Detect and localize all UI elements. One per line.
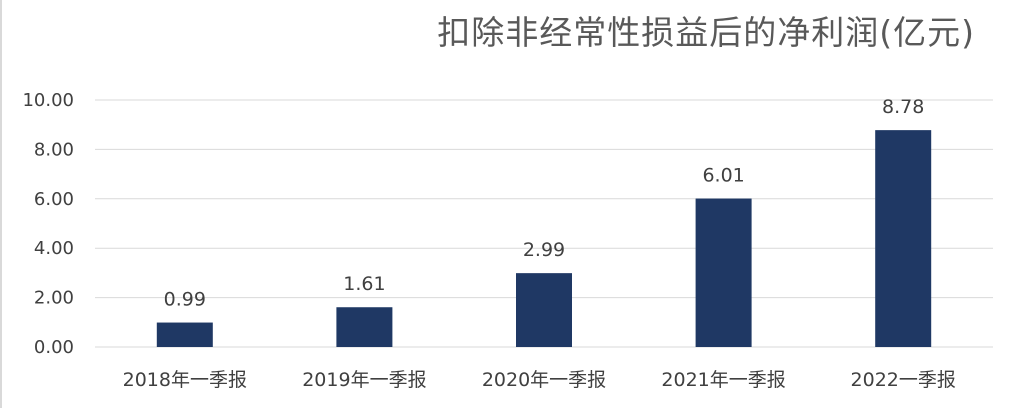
bar (516, 273, 572, 347)
data-label: 0.99 (164, 289, 206, 311)
x-tick-label: 2021年一季报 (661, 369, 785, 391)
x-tick-label: 2019年一季报 (302, 369, 426, 391)
chart-title: 扣除非经常性损益后的净利润(亿元) (437, 13, 975, 52)
data-label: 6.01 (702, 165, 744, 187)
bar (875, 130, 932, 347)
y-tick-label: 2.00 (34, 288, 74, 309)
data-label: 8.78 (882, 96, 924, 118)
x-tick-label: 2020年一季报 (482, 369, 606, 391)
y-tick-label: 6.00 (34, 189, 74, 210)
x-tick-label: 2018年一季报 (123, 369, 247, 391)
x-tick-label: 2022一季报 (851, 369, 956, 391)
left-border (0, 0, 2, 408)
y-tick-label: 8.00 (34, 139, 74, 160)
data-label: 1.61 (343, 273, 385, 295)
y-tick-label: 4.00 (34, 238, 74, 259)
bar (156, 322, 213, 347)
bar (695, 198, 752, 347)
data-label: 2.99 (523, 239, 565, 261)
y-tick-label: 10.00 (22, 90, 74, 111)
y-tick-label: 0.00 (34, 337, 74, 358)
bar (336, 307, 393, 347)
